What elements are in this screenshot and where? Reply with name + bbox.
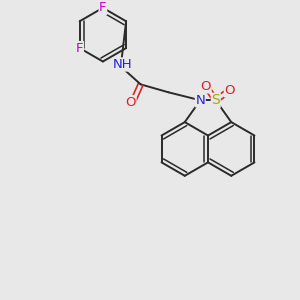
Text: F: F [76, 42, 83, 55]
Text: NH: NH [113, 58, 133, 71]
Text: F: F [99, 1, 106, 14]
Text: O: O [224, 84, 235, 97]
Text: O: O [125, 96, 136, 109]
Text: S: S [212, 93, 220, 107]
Text: N: N [195, 94, 205, 107]
Text: O: O [201, 80, 211, 93]
